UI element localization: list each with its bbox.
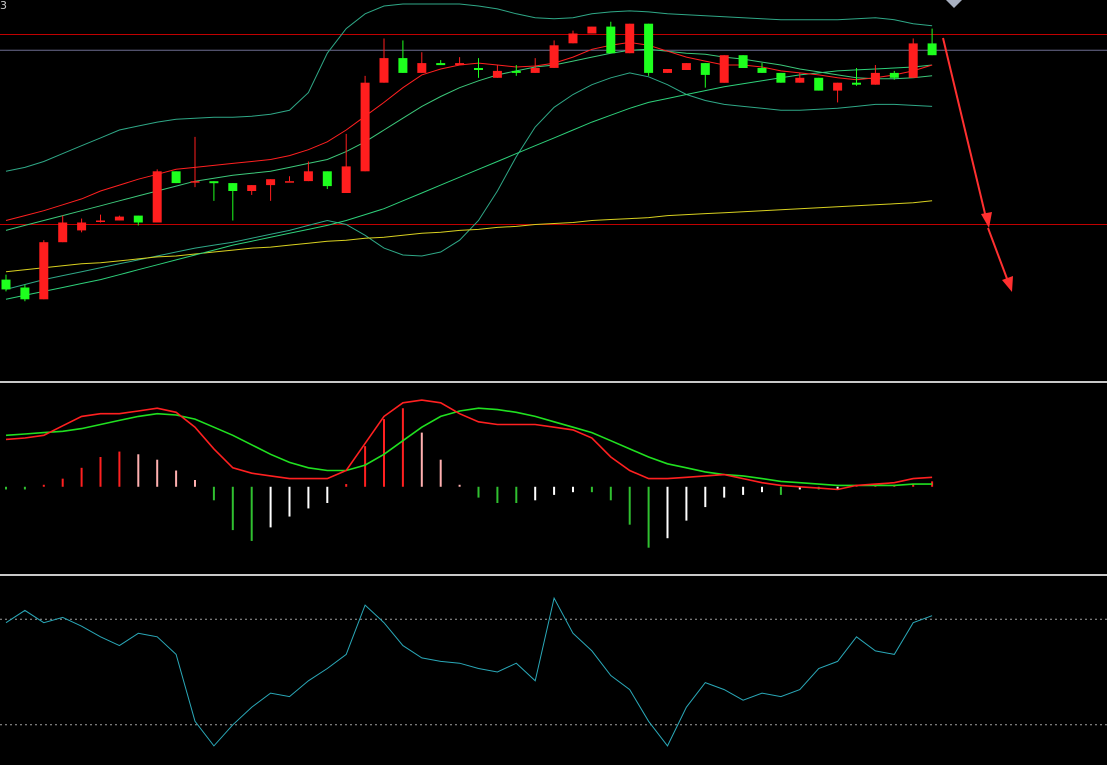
candle-body <box>1 279 11 290</box>
forecast-arrow-head <box>1002 276 1013 292</box>
candle-body <box>417 63 427 73</box>
candle-body <box>795 77 805 83</box>
candle-body <box>833 82 843 91</box>
candle-body <box>190 181 200 183</box>
candle-body <box>511 70 521 73</box>
candle-body <box>738 55 748 68</box>
candle-body <box>20 287 30 300</box>
candle-body <box>814 77 824 91</box>
candle-body <box>303 171 313 182</box>
candle-body <box>379 58 389 83</box>
annotations <box>942 0 1013 292</box>
candle-body <box>625 23 635 54</box>
candle-body <box>171 171 181 184</box>
forecast-arrow-line <box>942 37 988 223</box>
candle-body <box>719 55 729 83</box>
candle-body <box>852 82 861 85</box>
candle-body <box>96 220 105 222</box>
macd-dea-line <box>5 407 933 487</box>
candle-body <box>152 171 162 223</box>
ma60-line <box>5 200 933 273</box>
candle-body <box>247 185 257 191</box>
bollinger-upper-line <box>5 3 933 172</box>
candle-body <box>436 63 446 66</box>
candle-body <box>549 45 559 68</box>
candle-body <box>663 69 672 73</box>
oscillator-line <box>5 596 933 747</box>
candle-body <box>228 183 238 191</box>
candle-body <box>266 179 276 186</box>
corner-label: 3 <box>0 0 7 12</box>
candle-body <box>133 215 143 223</box>
candle-body <box>398 58 408 73</box>
candle-body <box>39 242 49 300</box>
candle-body <box>644 23 654 73</box>
candle-body <box>77 222 87 231</box>
candle-body <box>114 216 124 221</box>
forecast-arrow-line <box>987 227 1010 285</box>
top-marker-icon <box>946 0 962 8</box>
candle-body <box>209 181 219 184</box>
candle-body <box>681 63 691 70</box>
candle-body <box>341 166 351 193</box>
macd-panel <box>5 399 934 548</box>
forecast-arrow-head <box>981 212 992 228</box>
candle-body <box>568 33 578 44</box>
candle-body <box>757 68 767 73</box>
oscillator-panel <box>0 596 1107 747</box>
candle-body <box>606 26 616 54</box>
candle-body <box>455 63 465 66</box>
candle-body <box>530 68 540 73</box>
candle-body <box>492 70 502 78</box>
macd-dif-line <box>5 399 933 491</box>
candle-body <box>908 43 918 78</box>
candle-body <box>870 72 880 85</box>
candle-body <box>58 222 68 243</box>
candle-body <box>285 181 294 183</box>
candle-body <box>700 63 710 75</box>
candle-body <box>776 72 786 83</box>
candle-body <box>474 68 483 70</box>
candle-body <box>927 43 937 56</box>
candle-body <box>360 82 370 172</box>
candle-body <box>889 72 899 78</box>
price-panel <box>0 3 1107 302</box>
candle-body <box>322 171 332 187</box>
candle-body <box>587 26 597 34</box>
